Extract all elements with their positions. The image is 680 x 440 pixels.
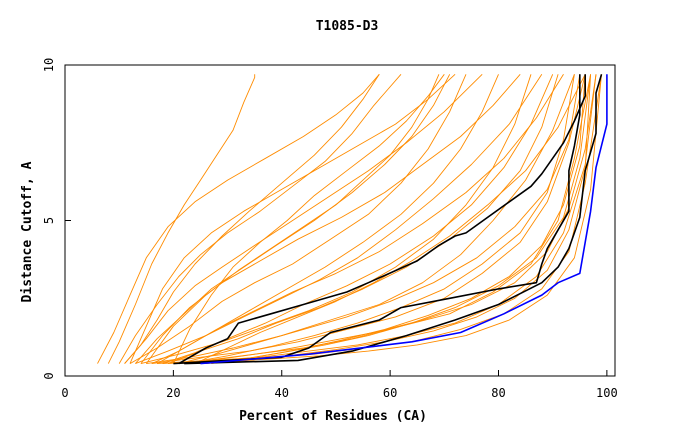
y-tick-label: 0 bbox=[42, 372, 56, 379]
series-line-model-m bbox=[129, 73, 456, 364]
x-tick-label: 40 bbox=[275, 386, 289, 400]
series-line-model-e bbox=[135, 74, 543, 365]
series-line-model-h bbox=[151, 74, 586, 365]
series-line-model-a bbox=[107, 74, 256, 364]
tick-layer: 0 20 40 60 80 100 0 5 10 bbox=[42, 58, 618, 400]
series-line-selected-model bbox=[200, 74, 608, 365]
x-tick-label: 0 bbox=[61, 386, 68, 400]
series-line-model-ab bbox=[211, 74, 586, 365]
series-line-best-1 bbox=[178, 74, 587, 365]
plot-frame bbox=[64, 64, 616, 377]
chart-title: T1085-D3 bbox=[316, 19, 379, 34]
y-tick-label: 10 bbox=[42, 58, 56, 72]
series-line-best-2 bbox=[173, 74, 581, 365]
series-line-model-c bbox=[124, 73, 483, 364]
series-line-model-ad bbox=[124, 74, 380, 364]
series-layer bbox=[97, 73, 608, 365]
series-line-model-w bbox=[167, 74, 559, 365]
series-line-model-r bbox=[97, 74, 380, 364]
series-line-model-d bbox=[129, 74, 467, 364]
x-tick-label: 20 bbox=[166, 386, 180, 400]
y-tick-label: 5 bbox=[42, 217, 56, 224]
series-line-model-z bbox=[135, 74, 451, 364]
series-line-model-s bbox=[145, 74, 440, 364]
series-line-model-q bbox=[189, 74, 597, 365]
series-line-model-x bbox=[184, 74, 575, 365]
x-tick-label: 80 bbox=[491, 386, 505, 400]
x-tick-label: 100 bbox=[596, 386, 618, 400]
y-axis-label: Distance Cutoff, A bbox=[20, 161, 35, 302]
series-line-model-ac bbox=[172, 74, 445, 364]
x-tick-label: 60 bbox=[383, 386, 397, 400]
series-line-model-l bbox=[173, 74, 602, 365]
x-axis-label: Percent of Residues (CA) bbox=[239, 409, 427, 424]
series-line-model-n bbox=[140, 74, 521, 364]
series-line-model-v bbox=[151, 74, 499, 365]
series-line-model-g bbox=[146, 74, 575, 365]
